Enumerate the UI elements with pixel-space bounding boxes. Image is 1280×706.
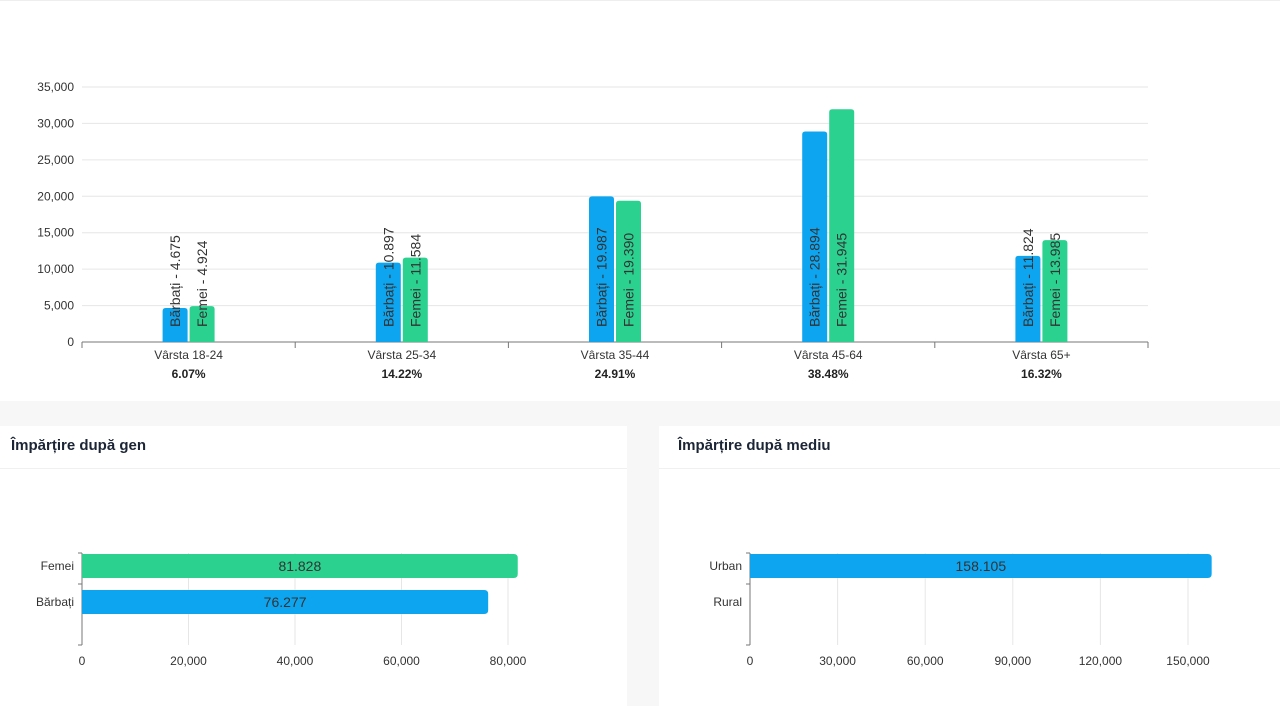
bar-female bbox=[402, 257, 428, 342]
bar-female bbox=[189, 306, 215, 342]
x-tick-label: 30,000 bbox=[819, 654, 856, 668]
bar-female bbox=[829, 109, 855, 342]
x-tick-label: Vârsta 65+ bbox=[1012, 348, 1070, 362]
age-bar-chart: 0 5,000 10,000 15,000 20,000 25,000 30,000 35,0… bbox=[37, 80, 1149, 381]
x-tick-label: 20,000 bbox=[170, 654, 207, 668]
x-tick-label: 150,000 bbox=[1166, 654, 1210, 668]
bar bbox=[750, 554, 1212, 578]
bar bbox=[82, 554, 518, 578]
gender-bar-chart: 0 20,000 40,000 60,000 80,000 Femei 81.828 Bărb… bbox=[36, 552, 527, 668]
bar-female bbox=[616, 200, 641, 342]
percentage-label: 6.07% bbox=[172, 367, 206, 381]
environment-bar-chart: 0 30,000 60,000 90,000 120,000 150,000 Urban 15… bbox=[709, 552, 1212, 668]
x-tick-label: Vârsta 45-64 bbox=[794, 348, 863, 362]
x-tick-label: 0 bbox=[79, 654, 86, 668]
percentage-label: 14.22% bbox=[381, 367, 422, 381]
bar-male bbox=[802, 131, 828, 342]
bar-value-label: 158.105 bbox=[956, 558, 1007, 574]
y-tick-label: Femei bbox=[41, 559, 74, 573]
y-tick-label: 15,000 bbox=[37, 226, 74, 240]
x-tick-label: 0 bbox=[747, 654, 754, 668]
bar-data-label: Bărbați - 28.894 bbox=[807, 227, 823, 327]
percentage-label: 38.48% bbox=[808, 367, 849, 381]
card-header: Împărțire după mediu bbox=[659, 426, 1280, 469]
x-tick-label: Vârsta 25-34 bbox=[367, 348, 436, 362]
x-tick-label: 80,000 bbox=[490, 654, 527, 668]
bar-data-label: Bărbați - 19.987 bbox=[594, 227, 610, 327]
card-title: Împărțire după gen bbox=[11, 437, 147, 454]
card-header: Împărțire după gen bbox=[0, 426, 627, 469]
percentage-label: 24.91% bbox=[595, 367, 636, 381]
y-tick-label: 20,000 bbox=[37, 189, 74, 203]
bar-data-label: Femei - 11.584 bbox=[407, 234, 423, 327]
environment-split-card: Împărțire după mediu 0 30,000 60,000 90,000… bbox=[659, 426, 1280, 706]
x-tick-label: 90,000 bbox=[994, 654, 1031, 668]
age-distribution-card: 0 5,000 10,000 15,000 20,000 25,000 30,000 35,0… bbox=[0, 0, 1280, 381]
bar-data-label: Femei - 31.945 bbox=[834, 233, 850, 327]
bar-data-label: Femei - 13.985 bbox=[1047, 233, 1063, 327]
x-tick-label: 40,000 bbox=[277, 654, 314, 668]
y-tick-label: Rural bbox=[713, 595, 742, 609]
x-tick-label: 60,000 bbox=[907, 654, 944, 668]
bar-data-label: Femei - 19.390 bbox=[621, 233, 637, 327]
y-tick-label: Bărbați bbox=[36, 595, 74, 609]
bar-value-label: 81.828 bbox=[278, 558, 321, 574]
bar-data-label: Bărbați - 10.897 bbox=[380, 227, 396, 327]
x-tick-label: 60,000 bbox=[383, 654, 420, 668]
y-tick-label: 30,000 bbox=[37, 116, 74, 130]
bar-male bbox=[589, 196, 614, 342]
y-tick-label: 5,000 bbox=[44, 299, 74, 313]
y-tick-label: 0 bbox=[67, 335, 74, 349]
bar-value-label: 76.277 bbox=[264, 594, 307, 610]
bar-data-label: Bărbați - 4.675 bbox=[167, 235, 183, 327]
bar-data-label: Bărbați - 11.824 bbox=[1020, 228, 1036, 327]
gender-split-card: Împărțire după gen 0 20,000 40,000 60,000 80… bbox=[0, 426, 627, 706]
bar-male bbox=[1015, 255, 1041, 342]
bar-male bbox=[375, 262, 401, 342]
y-tick-label: 25,000 bbox=[37, 153, 74, 167]
bar-female bbox=[1042, 240, 1068, 342]
y-tick-label: 10,000 bbox=[37, 262, 74, 276]
x-tick-label: Vârsta 35-44 bbox=[581, 348, 650, 362]
y-tick-label: Urban bbox=[709, 559, 742, 573]
y-tick-label: 35,000 bbox=[37, 80, 74, 94]
card-title: Împărțire după mediu bbox=[678, 437, 831, 454]
x-tick-label: Vârsta 18-24 bbox=[154, 348, 223, 362]
bar-male bbox=[162, 307, 188, 342]
percentage-label: 16.32% bbox=[1021, 367, 1062, 381]
x-tick-label: 120,000 bbox=[1079, 654, 1123, 668]
bar-data-label: Femei - 4.924 bbox=[194, 240, 210, 327]
bar bbox=[82, 590, 489, 614]
